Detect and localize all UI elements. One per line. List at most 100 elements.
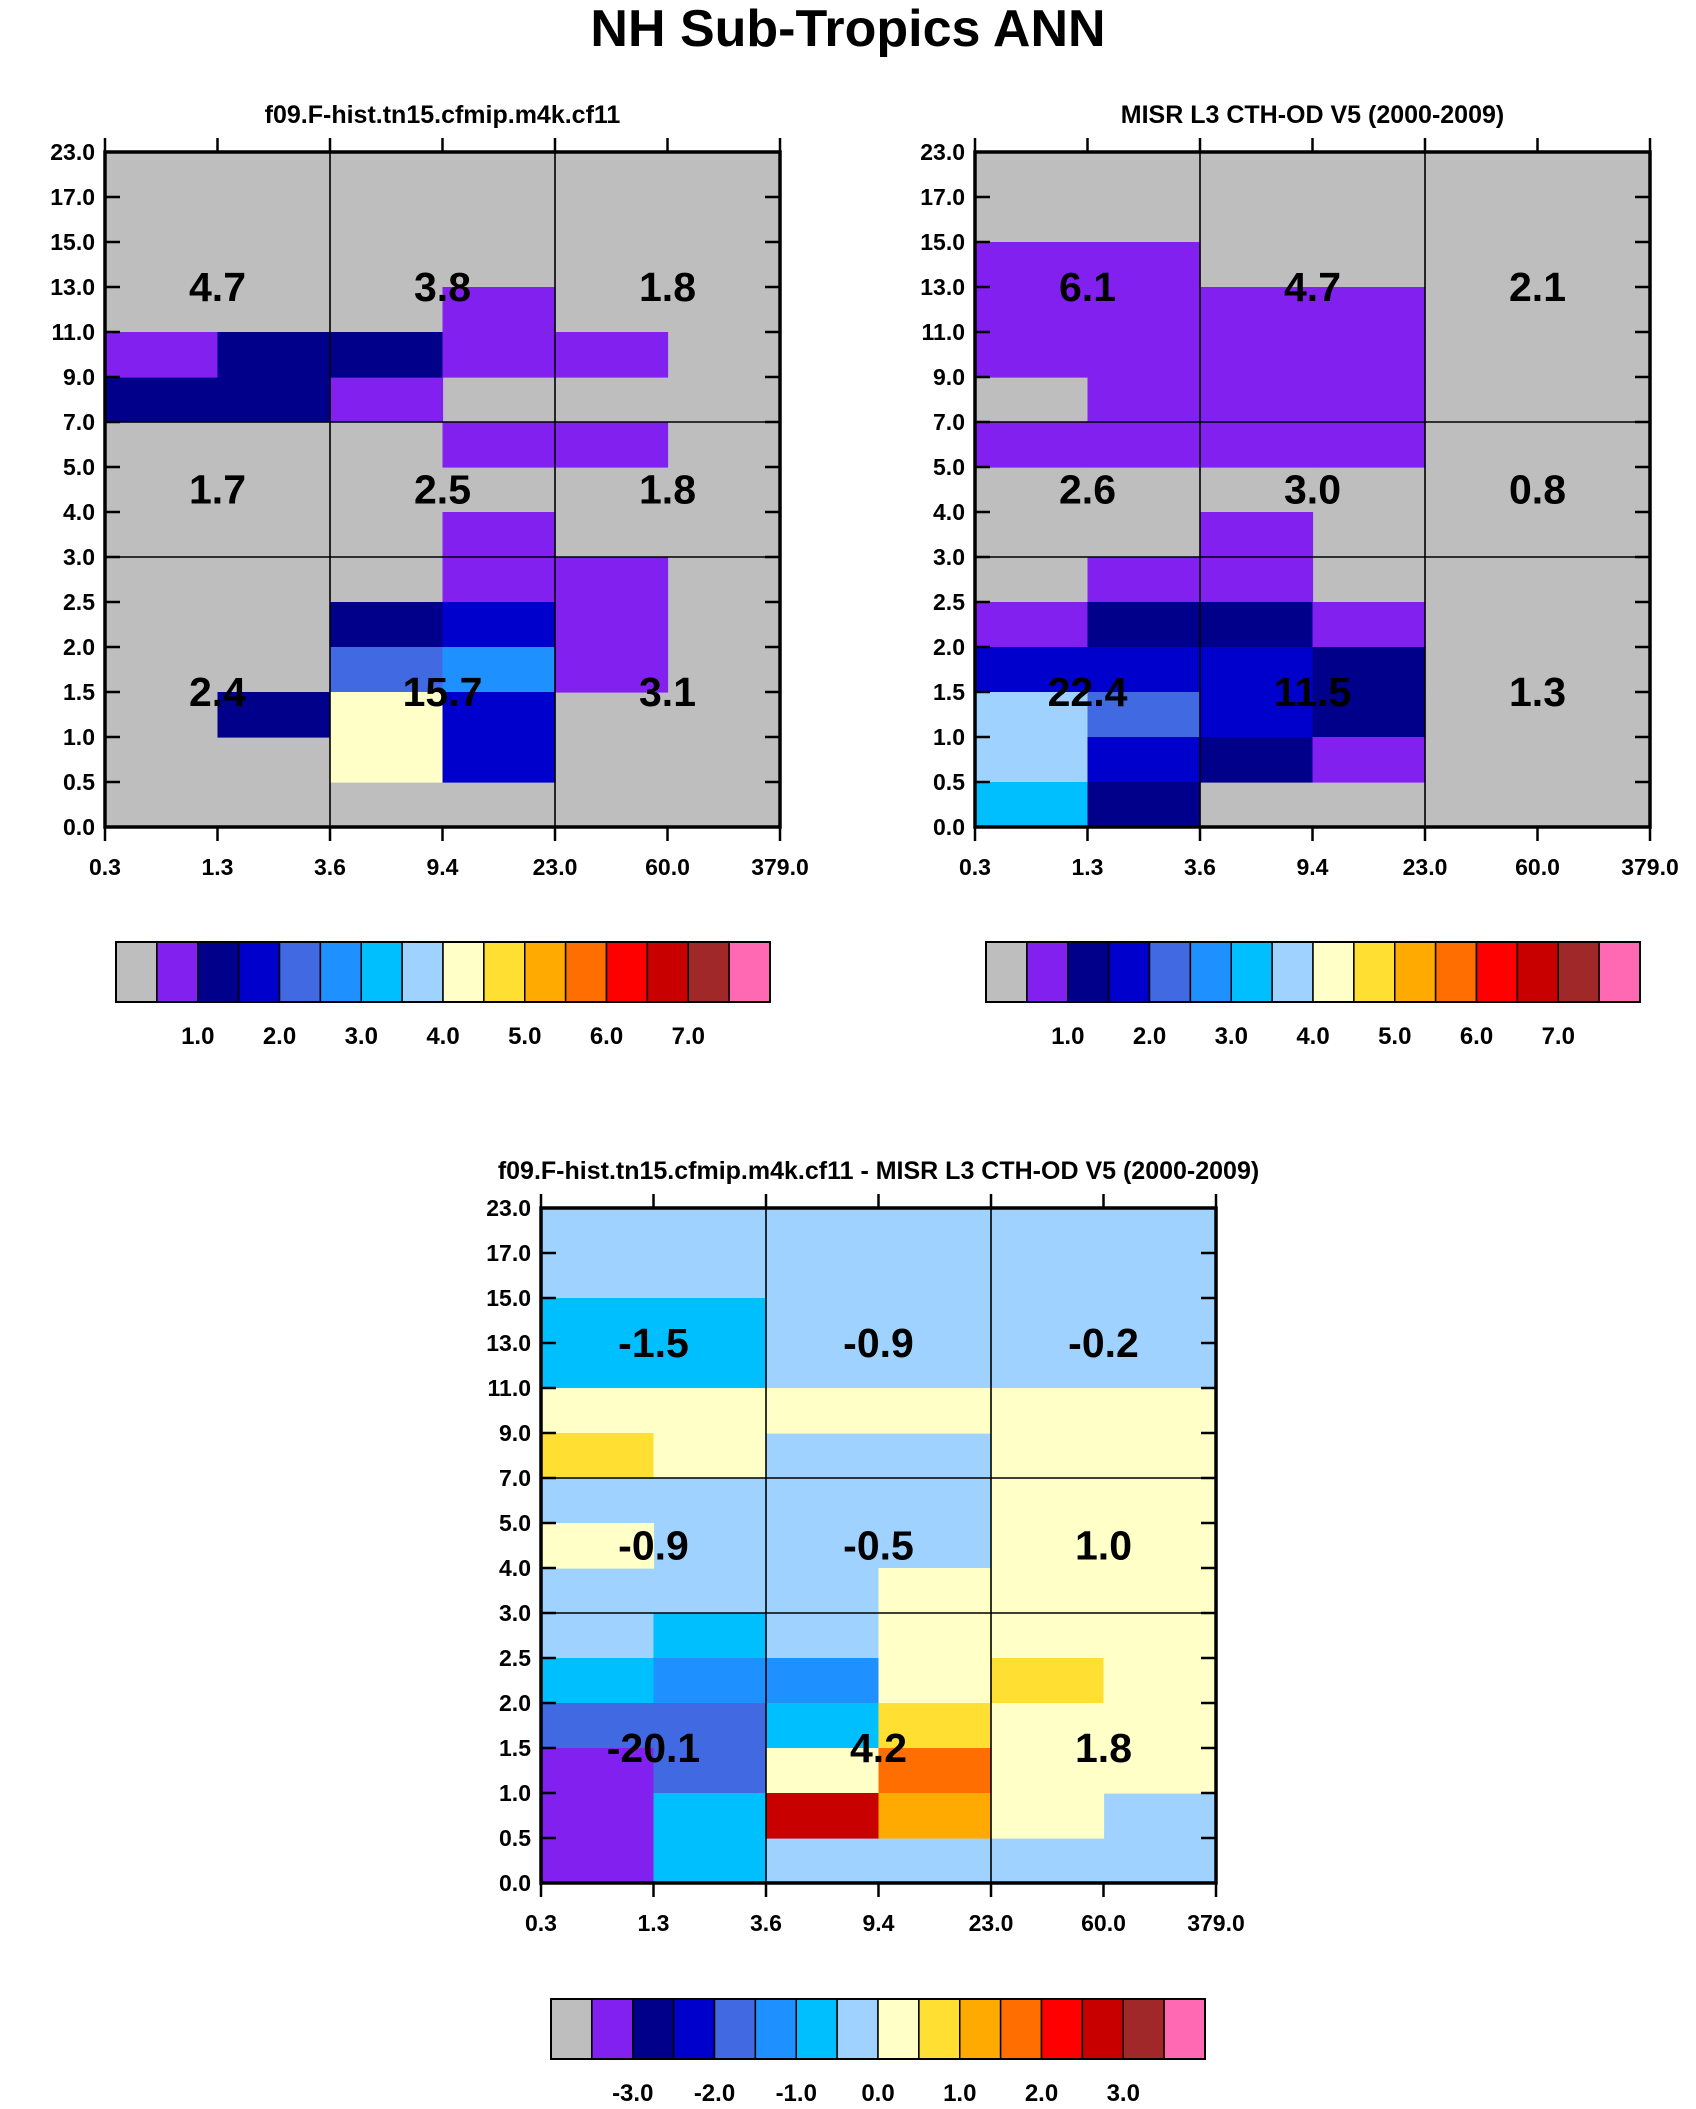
colorbar-swatch [1353, 941, 1396, 1003]
colorbar-label: 3.0 [1107, 2080, 1140, 2107]
colorbar-swatch [1163, 1998, 1206, 2060]
y-tick-label: 5.0 [63, 454, 95, 480]
colorbar-swatch [1475, 941, 1519, 1003]
page-title: NH Sub-Tropics ANN [590, 0, 1105, 58]
y-tick-label: 17.0 [50, 184, 95, 210]
box-value-label: 1.7 [189, 467, 246, 513]
heatmap-cell [1312, 332, 1426, 378]
y-tick-label: 4.0 [933, 499, 965, 525]
heatmap-cell [1312, 287, 1426, 333]
heatmap-cell [1087, 602, 1201, 648]
heatmap-cell [1200, 647, 1314, 693]
y-tick-label: 0.0 [499, 1870, 531, 1896]
y-tick-label: 3.0 [499, 1600, 531, 1626]
y-tick-label: 0.5 [933, 769, 965, 795]
heatmap-cell [991, 1613, 1105, 1659]
colorbar-label: 7.0 [1542, 1023, 1575, 1050]
heatmap-cell [555, 602, 669, 648]
box-value-label: 2.4 [189, 669, 246, 715]
heatmap-cell [1087, 377, 1201, 423]
x-tick-label: 1.3 [1072, 854, 1104, 880]
heatmap-cell [541, 1298, 655, 1344]
colorbar-label: 5.0 [1378, 1023, 1411, 1050]
colorbar-frame [985, 941, 1641, 1003]
x-tick-label: 9.4 [863, 1910, 895, 1936]
heatmap-cell [1200, 692, 1314, 738]
colorbar-swatch [319, 941, 362, 1003]
y-tick-label: 23.0 [50, 139, 95, 165]
heatmap-cell [1103, 1478, 1217, 1524]
colorbar-frame [550, 1998, 1206, 2060]
heatmap-cell [878, 1793, 992, 1839]
heatmap-cell [975, 647, 1089, 693]
colorbar-swatch [1434, 941, 1478, 1003]
chart-title: MISR L3 CTH-OD V5 (2000-2009) [1121, 101, 1504, 129]
colorbar-label: 7.0 [672, 1023, 705, 1050]
colorbar-swatch [360, 941, 403, 1003]
heatmap-cell [653, 1793, 767, 1839]
y-tick-label: 2.0 [499, 1690, 531, 1716]
heatmap-cell [1087, 737, 1201, 783]
colorbar-swatch [1026, 941, 1069, 1003]
y-tick-label: 7.0 [63, 409, 95, 435]
heatmap-cell [878, 1748, 992, 1794]
colorbar-swatch [550, 1998, 593, 2060]
colorbar-swatch [728, 941, 771, 1003]
y-tick-label: 13.0 [920, 274, 965, 300]
colorbar-swatch [687, 941, 730, 1003]
heatmap-cell [991, 1658, 1105, 1704]
colorbar-label: 2.0 [1025, 2080, 1058, 2107]
heatmap-cell [105, 377, 219, 423]
colorbar-swatch [713, 1998, 757, 2060]
x-tick-label: 60.0 [1081, 1910, 1126, 1936]
x-tick-label: 1.3 [638, 1910, 670, 1936]
colorbar-swatch [1516, 941, 1559, 1003]
y-tick-label: 0.0 [933, 814, 965, 840]
colorbar-label: 3.0 [1215, 1023, 1248, 1050]
colorbar-swatch [483, 941, 526, 1003]
heatmap-cell [1087, 647, 1201, 693]
box-value-label: 1.3 [1509, 669, 1566, 715]
heatmap-cell [1103, 1433, 1217, 1479]
x-tick-label: 9.4 [1297, 854, 1329, 880]
colorbar-swatch [632, 1998, 675, 2060]
colorbar-swatch [401, 941, 444, 1003]
y-tick-label: 9.0 [933, 364, 965, 390]
y-tick-label: 11.0 [922, 319, 966, 345]
colorbar-swatch [959, 1998, 1002, 2060]
colorbar-label: 6.0 [590, 1023, 623, 1050]
box-value-label: 4.2 [850, 1725, 907, 1771]
box-value-label: 6.1 [1059, 264, 1116, 310]
chart-diff: f09.F-hist.tn15.cfmip.m4k.cf11 - MISR L3… [486, 1157, 1259, 2107]
colorbar-swatch [1557, 941, 1600, 1003]
heatmap-cell [330, 602, 444, 648]
colorbar-swatch [1271, 941, 1314, 1003]
heatmap-cell [555, 422, 669, 468]
x-tick-label: 3.6 [314, 854, 346, 880]
colorbar-label: -2.0 [694, 2080, 735, 2107]
y-tick-label: 7.0 [933, 409, 965, 435]
box-value-label: -0.9 [618, 1523, 689, 1569]
heatmap-cell [878, 1703, 992, 1749]
y-tick-label: 1.0 [933, 724, 965, 750]
heatmap-cell [330, 332, 444, 378]
x-tick-label: 23.0 [1403, 854, 1448, 880]
heatmap-cell [1103, 1568, 1217, 1614]
heatmap-cell [766, 1388, 880, 1434]
heatmap-cell [105, 332, 219, 378]
y-tick-label: 5.0 [933, 454, 965, 480]
colorbar-label: 3.0 [345, 1023, 378, 1050]
y-tick-label: 1.0 [499, 1780, 531, 1806]
heatmap-cell [442, 557, 556, 603]
y-tick-label: 17.0 [920, 184, 965, 210]
colorbar-label: 1.0 [1051, 1023, 1084, 1050]
heatmap-cell [1312, 377, 1426, 423]
colorbar-swatch [115, 941, 158, 1003]
box-value-label: 3.0 [1284, 467, 1341, 513]
heatmap-cell [217, 332, 331, 378]
heatmap-cell [541, 1793, 655, 1839]
y-tick-label: 9.0 [499, 1420, 531, 1446]
colorbar-swatch [1040, 1998, 1084, 2060]
colorbar-swatch [999, 1998, 1043, 2060]
